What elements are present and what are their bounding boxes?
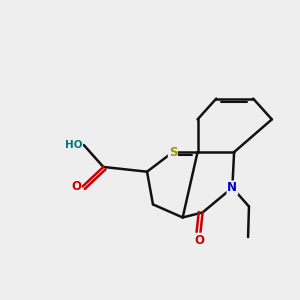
Text: O: O bbox=[71, 180, 81, 193]
Text: N: N bbox=[227, 181, 237, 194]
Text: S: S bbox=[169, 146, 177, 159]
Text: HO: HO bbox=[65, 140, 82, 150]
Text: O: O bbox=[195, 234, 205, 247]
